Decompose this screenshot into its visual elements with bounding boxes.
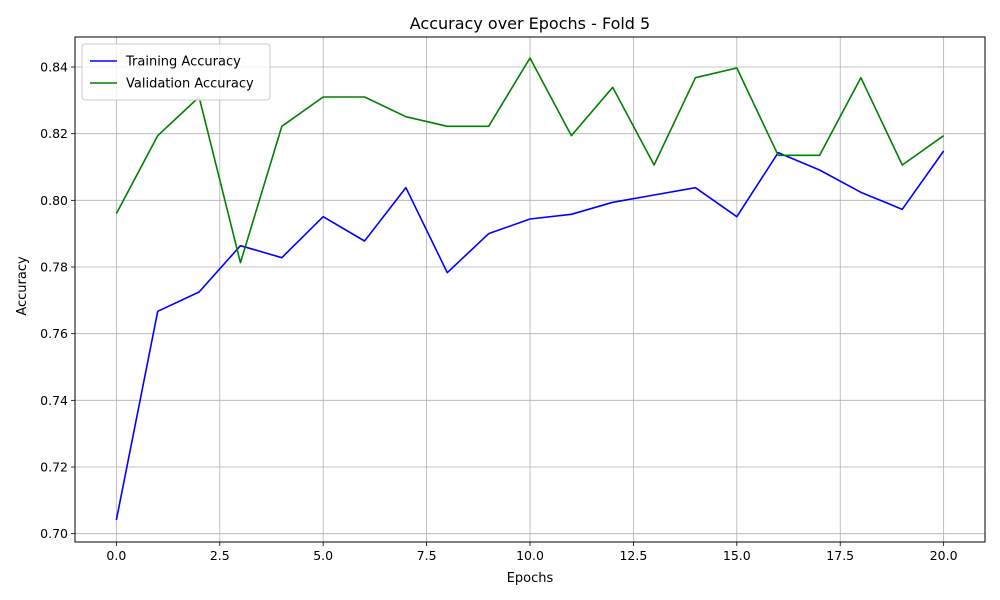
y-tick-label: 0.84 xyxy=(40,60,68,75)
x-tick-label: 20.0 xyxy=(930,548,958,563)
x-tick-label: 2.5 xyxy=(210,548,230,563)
x-tick-label: 12.5 xyxy=(619,548,647,563)
grid xyxy=(75,37,985,542)
chart-title: Accuracy over Epochs - Fold 5 xyxy=(410,14,650,33)
plot-lines xyxy=(115,57,945,521)
x-tick-label: 0.0 xyxy=(106,548,126,563)
y-tick-label: 0.72 xyxy=(40,460,68,475)
x-tick-label: 17.5 xyxy=(826,548,854,563)
y-tick-label: 0.70 xyxy=(40,526,68,541)
x-tick-label: 10.0 xyxy=(516,548,544,563)
y-tick-label: 0.82 xyxy=(40,126,68,141)
validation-accuracy-line xyxy=(115,57,945,264)
x-tick-label: 15.0 xyxy=(723,548,751,563)
y-tick-label: 0.80 xyxy=(40,193,68,208)
x-tick-label: 7.5 xyxy=(417,548,437,563)
y-tick-label: 0.78 xyxy=(40,260,68,275)
legend-label-training-accuracy: Training Accuracy xyxy=(125,55,241,70)
y-tick-label: 0.76 xyxy=(40,326,68,341)
y-axis-ticks: 0.70 0.72 0.74 0.76 0.78 0.80 0.82 0.84 xyxy=(40,60,75,541)
x-axis-ticks: 0.0 2.5 5.0 7.5 10.0 12.5 15.0 17.5 20.0 xyxy=(106,542,958,563)
legend-box xyxy=(81,43,271,101)
legend: Training Accuracy Validation Accuracy xyxy=(81,43,271,101)
training-accuracy-line xyxy=(115,150,945,521)
x-axis-label: Epochs xyxy=(507,571,554,586)
legend-label-validation-accuracy: Validation Accuracy xyxy=(126,77,254,92)
x-tick-label: 5.0 xyxy=(313,548,333,563)
y-axis-label: Accuracy xyxy=(15,256,30,316)
y-tick-label: 0.74 xyxy=(40,393,68,408)
